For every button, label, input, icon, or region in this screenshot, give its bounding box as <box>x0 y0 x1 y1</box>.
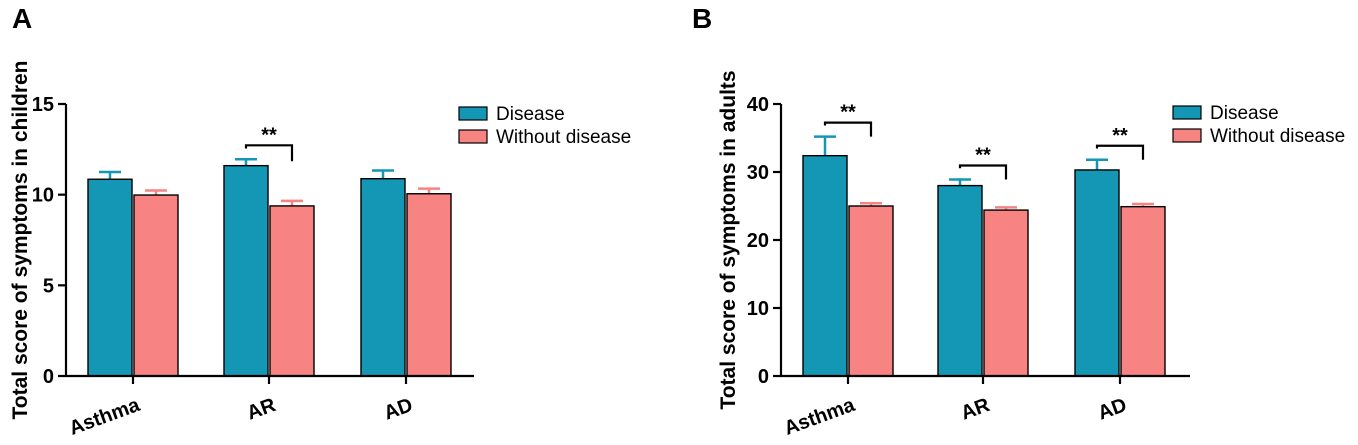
bar-without-disease-ad <box>406 193 452 377</box>
x-tick-label: AD <box>1095 394 1130 425</box>
y-tick-label: 15 <box>32 94 54 116</box>
legend-swatch-disease <box>458 106 488 121</box>
bar-without-disease-ad <box>1120 205 1166 377</box>
legend-label: Without disease <box>496 127 631 148</box>
significance-bracket <box>1095 144 1145 160</box>
y-tick-label: 20 <box>747 230 769 252</box>
panel-a: A Total score of symptoms in children 0 5 10… <box>9 3 631 440</box>
significance-label: ** <box>975 144 991 166</box>
x-tick-label: AR <box>958 394 993 425</box>
y-tick-label: 0 <box>758 366 769 388</box>
legend-label: Disease <box>1210 103 1279 124</box>
panel-b: B Total score of symptoms in adults 0 10 20 3… <box>692 3 1345 440</box>
y-tick-label: 5 <box>43 275 54 297</box>
bar-disease-ar <box>223 164 269 377</box>
bar-disease-ar <box>937 184 983 377</box>
significance-label: ** <box>840 102 856 124</box>
significance-label: ** <box>1112 125 1128 147</box>
y-axis-label: Total score of symptoms in adults <box>717 70 740 409</box>
y-tick-label: 10 <box>32 185 54 207</box>
significance-label: ** <box>261 124 277 146</box>
y-tick-label: 40 <box>747 94 769 116</box>
significance-bracket <box>958 164 1008 180</box>
bar-without-disease-ar <box>269 205 315 377</box>
x-tick-label: AD <box>381 394 416 425</box>
panel-letter: A <box>12 3 32 34</box>
bar-without-disease-ar <box>983 209 1029 377</box>
y-axis-label: Total score of symptoms in children <box>9 60 32 419</box>
legend-swatch-disease <box>1172 105 1202 120</box>
legend-swatch-without-disease <box>458 129 488 144</box>
significance-bracket <box>244 144 294 162</box>
significance-bracket <box>823 121 873 137</box>
bar-disease-ad <box>360 178 406 377</box>
x-tick-label: Asthma <box>66 394 143 440</box>
x-tick-label: Asthma <box>781 394 858 440</box>
legend-label: Without disease <box>1210 126 1345 147</box>
legend-swatch-without-disease <box>1172 128 1202 143</box>
bar-without-disease-asthma <box>848 205 894 377</box>
bar-disease-asthma <box>802 154 848 377</box>
y-tick-label: 30 <box>747 162 769 184</box>
y-tick-label: 0 <box>43 366 54 388</box>
x-tick-label: AR <box>244 394 279 425</box>
legend-label: Disease <box>496 104 565 125</box>
y-tick-label: 10 <box>747 298 769 320</box>
bar-without-disease-asthma <box>133 194 179 377</box>
bar-disease-asthma <box>87 178 133 377</box>
bar-disease-ad <box>1074 169 1120 377</box>
panel-letter: B <box>692 3 712 34</box>
